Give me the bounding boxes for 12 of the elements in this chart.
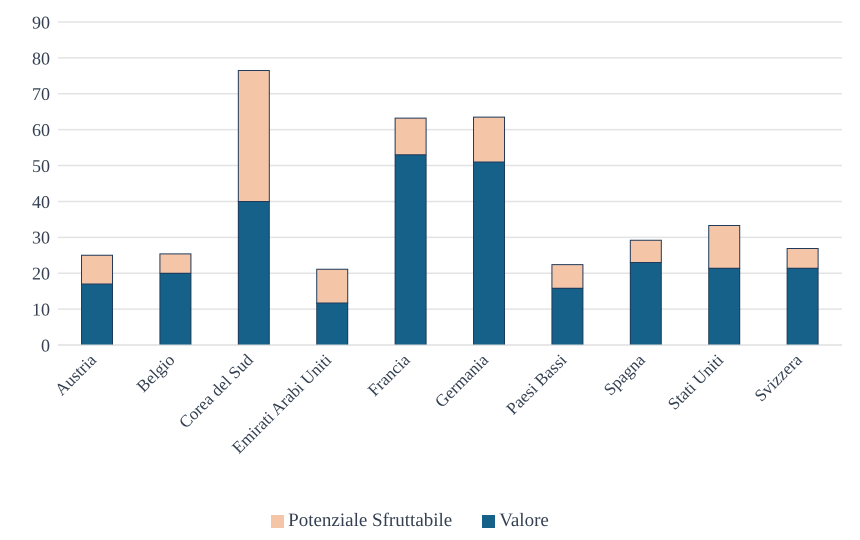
y-tick-label: 40 (32, 192, 50, 212)
y-tick-label: 10 (32, 300, 50, 320)
y-tick-label: 90 (32, 12, 50, 32)
y-tick-label: 70 (32, 84, 50, 104)
legend-label: Valore (499, 510, 549, 531)
y-tick-label: 30 (32, 228, 50, 248)
y-tick-label: 20 (32, 264, 50, 284)
y-tick-label: 60 (32, 120, 50, 140)
y-tick-label: 0 (41, 335, 50, 356)
legend-label: Potenziale Sfruttabile (288, 510, 452, 531)
y-tick-label: 50 (32, 156, 50, 176)
y-tick-label: 80 (32, 48, 50, 68)
